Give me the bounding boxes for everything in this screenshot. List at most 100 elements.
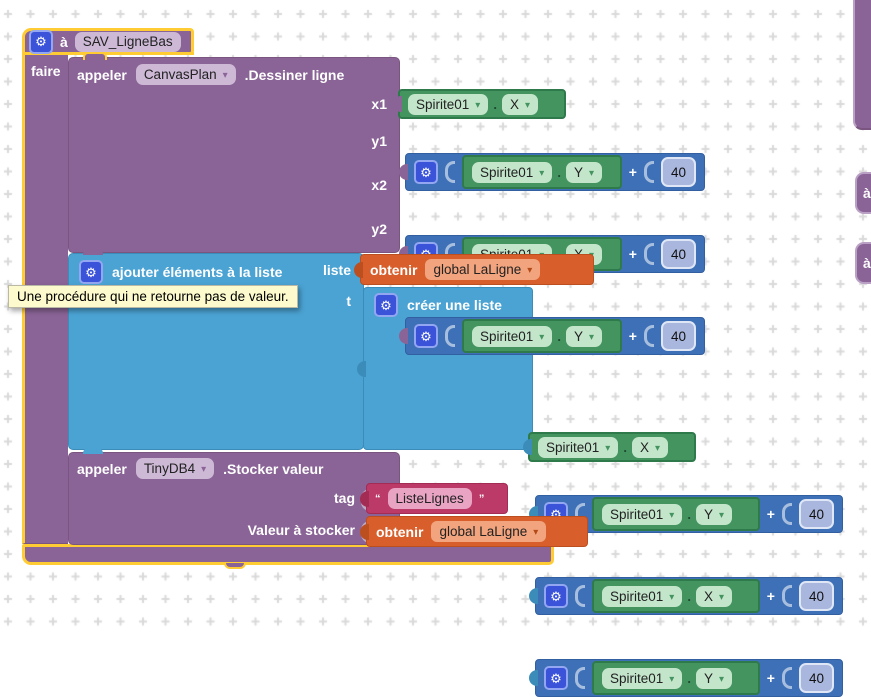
procedure-name-field[interactable]: SAV_LigneBas [74, 31, 181, 52]
arg-label-liste: liste [322, 262, 351, 278]
getter-block[interactable]: Spirite01 . X [592, 579, 760, 613]
offscreen-block-a2[interactable]: à [855, 242, 871, 284]
text-string-block[interactable]: “ ListeLignes ” [360, 483, 508, 514]
number-field[interactable]: 40 [798, 663, 834, 693]
plus-operator: + [628, 246, 637, 262]
plus-operator: + [766, 670, 775, 686]
dot-separator: . [557, 164, 561, 180]
mutator-gear-icon[interactable] [414, 324, 438, 348]
arg-label-x2: x2 [371, 177, 387, 193]
chevron-down-icon [201, 461, 206, 476]
component-dropdown[interactable]: Spirite01 [602, 503, 683, 525]
block-tooltip: Une procédure qui ne retourne pas de val… [8, 285, 298, 308]
number-field[interactable]: 40 [660, 321, 696, 351]
chevron-down-icon [475, 97, 480, 112]
mutator-gear-icon[interactable] [544, 666, 568, 690]
property-dropdown[interactable]: Y [695, 503, 732, 525]
sum-block-y1[interactable]: Spirite01 . Y + 40 [399, 153, 705, 191]
procedure-block-header[interactable]: à SAV_LigneBas [22, 28, 194, 55]
getter-block[interactable]: Spirite01 . Y [462, 319, 622, 353]
get-variable-block[interactable]: obtenir global LaLigne [360, 516, 588, 547]
procedure-to-label: à [863, 185, 871, 201]
property-dropdown[interactable]: X [695, 585, 732, 607]
component-dropdown[interactable]: Spirite01 [408, 93, 489, 115]
sum-block-y2[interactable]: Spirite01 . Y + 40 [399, 317, 705, 355]
get-variable-block[interactable]: obtenir global LaLigne [354, 254, 594, 285]
arg-label-y2: y2 [371, 221, 387, 237]
call-canvas-block[interactable]: appeler CanvasPlan .Dessiner ligne x1 y1… [68, 52, 400, 253]
chevron-down-icon [527, 262, 532, 277]
list-add-label: ajouter éléments à la liste [112, 264, 283, 280]
call-label: appeler [77, 66, 127, 83]
chevron-down-icon [223, 67, 228, 82]
chevron-down-icon [525, 97, 530, 112]
sum-block-item4[interactable]: Spirite01 . Y + 40 [529, 659, 843, 697]
component-dropdown[interactable]: Spirite01 [472, 325, 553, 347]
property-dropdown[interactable]: Y [565, 161, 602, 183]
getter-block[interactable]: Spirite01 . Y [462, 155, 622, 189]
number-field[interactable]: 40 [798, 581, 834, 611]
plug-tab [529, 506, 538, 522]
plus-operator: + [766, 588, 775, 604]
number-field[interactable]: 40 [660, 157, 696, 187]
plus-operator: + [628, 164, 637, 180]
value-socket [445, 161, 455, 183]
mutator-gear-icon[interactable] [414, 160, 438, 184]
plug-tab [529, 588, 538, 604]
tinydb-component-dropdown[interactable]: TinyDB4 [135, 458, 215, 479]
plug-tab [357, 360, 366, 377]
tinydb-method-label: .Stocker valeur [223, 460, 324, 477]
dot-separator: . [557, 328, 561, 344]
chevron-down-icon [539, 329, 544, 344]
mutator-gear-icon[interactable] [544, 584, 568, 608]
variable-dropdown[interactable]: global LaLigne [431, 521, 547, 542]
number-field[interactable]: 40 [660, 239, 696, 269]
offscreen-block-a1[interactable]: à [855, 172, 871, 214]
arg-label-y1: y1 [371, 133, 387, 149]
property-dropdown[interactable]: Y [695, 667, 732, 689]
mutator-gear-icon[interactable] [79, 260, 103, 284]
open-quote: “ [375, 492, 381, 505]
call-tinydb-block[interactable]: appeler TinyDB4 .Stocker valeur tag Vale… [68, 448, 400, 545]
component-dropdown[interactable]: Spirite01 [538, 436, 619, 458]
value-socket [781, 503, 792, 525]
chevron-down-icon [533, 524, 538, 539]
chevron-down-icon [719, 589, 724, 604]
getter-block-x1[interactable]: Spirite01 . X [393, 89, 566, 119]
call-label: appeler [77, 460, 127, 477]
plug-tab [360, 490, 369, 507]
mutator-gear-icon[interactable] [29, 29, 53, 54]
component-dropdown[interactable]: Spirite01 [602, 667, 683, 689]
chevron-down-icon [589, 329, 594, 344]
value-socket [643, 325, 654, 347]
plug-tab [360, 523, 369, 540]
variable-dropdown[interactable]: global LaLigne [425, 259, 541, 280]
dot-separator: . [623, 439, 627, 455]
value-socket [643, 161, 654, 183]
getter-block[interactable]: Spirite01 . Y [592, 661, 760, 695]
next-statement-notch [224, 563, 246, 569]
procedure-block-bottom[interactable] [22, 544, 554, 565]
property-dropdown[interactable]: Y [565, 325, 602, 347]
list-add-block[interactable]: ajouter éléments à la liste liste t [68, 249, 364, 450]
number-field[interactable]: 40 [798, 499, 834, 529]
component-dropdown[interactable]: Spirite01 [472, 161, 553, 183]
statement-top-notch [83, 448, 103, 454]
chevron-down-icon [669, 589, 674, 604]
make-list-block[interactable]: créer une liste [357, 287, 533, 450]
getter-block-item1[interactable]: Spirite01 . X [523, 432, 696, 462]
offscreen-block-top[interactable] [853, 0, 871, 130]
sum-block-item3[interactable]: Spirite01 . X + 40 [529, 577, 843, 615]
dot-separator: . [687, 588, 691, 604]
text-field[interactable]: ListeLignes [387, 488, 472, 509]
value-socket [575, 585, 585, 607]
value-socket [781, 667, 792, 689]
property-dropdown[interactable]: X [501, 93, 538, 115]
property-dropdown[interactable]: X [631, 436, 668, 458]
canvas-component-dropdown[interactable]: CanvasPlan [135, 64, 236, 85]
component-dropdown[interactable]: Spirite01 [602, 585, 683, 607]
plug-tab [399, 164, 408, 180]
getter-block[interactable]: Spirite01 . Y [592, 497, 760, 531]
mutator-gear-icon[interactable] [374, 293, 398, 317]
